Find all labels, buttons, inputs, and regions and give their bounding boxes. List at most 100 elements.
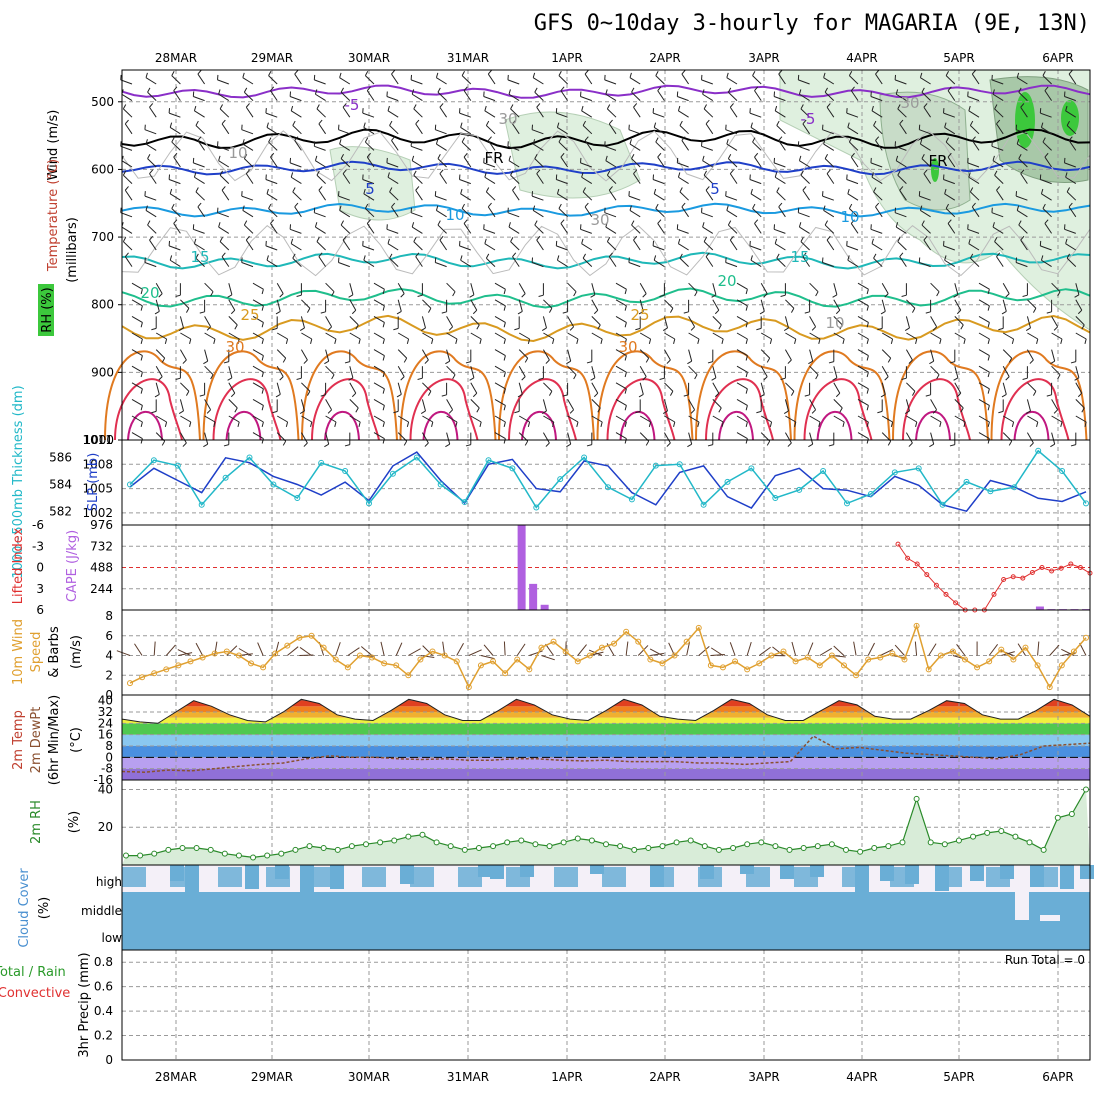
- wind-barb: [773, 162, 786, 168]
- wind-barb: [219, 170, 223, 176]
- wind-barb: [179, 316, 184, 329]
- wind-barb: [604, 79, 617, 85]
- wind-barb: [887, 440, 892, 446]
- contour-label: 30: [590, 211, 609, 229]
- rh2m-point: [250, 854, 257, 861]
- wind-barb: [591, 332, 603, 340]
- wind-barb: [228, 382, 236, 394]
- cloud-high-bar: [410, 867, 434, 887]
- wind-barb: [173, 219, 178, 224]
- wind-barb: [1041, 127, 1052, 135]
- wind10-speed-line-point: [526, 666, 533, 673]
- wind-barb: [261, 355, 264, 361]
- cape-axis-label: CAPE (J/kg): [65, 530, 80, 602]
- wind-barb: [826, 106, 835, 118]
- wind-barb: [624, 438, 627, 444]
- wind-barb: [729, 173, 738, 184]
- rh2m-point: [447, 843, 454, 850]
- thickness-line-point: [939, 501, 946, 508]
- wind-barb: [149, 106, 157, 118]
- wind-barb: [366, 219, 371, 224]
- wind-barb: [871, 176, 883, 185]
- wind-barb: [145, 77, 157, 85]
- wind-barb: [290, 110, 302, 118]
- wind-barb: [631, 220, 635, 226]
- wind-barb: [987, 289, 990, 295]
- wind-barb: [802, 252, 807, 257]
- wind-barb: [518, 282, 526, 294]
- wind-barb: [987, 322, 990, 328]
- wind-barb: [314, 145, 326, 151]
- wind-barb: [512, 123, 520, 135]
- wind-barb: [252, 398, 264, 406]
- wind-barb: [947, 90, 956, 101]
- wind-barb: [182, 359, 187, 364]
- wind-barb: [318, 256, 327, 267]
- temperature-band: [122, 734, 1090, 746]
- wind-barb: [615, 382, 627, 390]
- wind-barb: [785, 332, 797, 340]
- pressure-tick-label: 800: [91, 298, 114, 312]
- wind-barb: [245, 106, 254, 118]
- rh2m-point: [306, 843, 313, 850]
- wind-barb: [415, 189, 423, 201]
- wind-barb: [484, 176, 496, 185]
- wind-barb: [179, 432, 187, 444]
- wind-barb: [197, 140, 206, 151]
- wind-barb: [410, 212, 423, 218]
- wind10-panel: [121, 609, 1091, 696]
- wind-barb: [437, 158, 447, 168]
- wind-barb: [1066, 125, 1077, 135]
- wind-barb: [607, 241, 617, 251]
- wind10-barb: [545, 643, 554, 656]
- wind-barb: [991, 145, 1004, 151]
- wind-barb: [228, 366, 233, 378]
- wind-barb: [300, 349, 308, 361]
- wind-barb: [970, 257, 980, 267]
- wind-barb: [411, 222, 415, 228]
- wind-barb: [901, 377, 907, 381]
- wind-barb: [736, 315, 748, 323]
- wind-barb: [954, 283, 959, 295]
- wind10-barb: [195, 642, 204, 656]
- wind-barb: [567, 282, 577, 293]
- wind-barb: [349, 316, 359, 326]
- wind-barb: [532, 143, 544, 151]
- wind-barb: [268, 208, 278, 218]
- temp-tick-label: 0: [105, 750, 113, 764]
- wind-barb: [919, 139, 923, 145]
- wind-barb: [301, 332, 313, 340]
- wind-barb: [703, 104, 707, 110]
- cloud-gap: [1040, 915, 1060, 921]
- wind-barb: [387, 176, 399, 185]
- wind10-speed-line-point: [308, 632, 315, 639]
- wind-barb: [677, 105, 681, 111]
- wind-barb: [1065, 238, 1068, 244]
- cloud-high-bar: [746, 867, 770, 887]
- wind-barb: [804, 311, 810, 314]
- wind-barb: [245, 103, 250, 108]
- wind-barb: [391, 69, 396, 75]
- wind-barb: [261, 421, 264, 427]
- wind-barb: [180, 332, 192, 340]
- wind-barb: [581, 110, 593, 118]
- rh2m-point: [673, 839, 680, 846]
- wind-barb: [531, 262, 544, 268]
- lifted-index-point: [1039, 565, 1045, 570]
- wind-barb: [655, 208, 665, 218]
- wind-barb: [541, 327, 547, 331]
- wind-barb: [435, 195, 447, 201]
- wind-barb: [930, 415, 942, 423]
- wind-barb: [866, 388, 869, 394]
- wind-barb: [866, 372, 869, 378]
- wind-barb: [168, 245, 181, 251]
- pressure-tick-label: 1000: [83, 433, 114, 447]
- date-label-bottom: 29MAR: [251, 1070, 293, 1084]
- wind-barb: [1015, 262, 1028, 268]
- wind-barb: [355, 324, 359, 330]
- wind10-speed-line-point: [611, 640, 618, 647]
- temperature-band: [122, 768, 1090, 780]
- wind-barb: [846, 179, 859, 185]
- wind-barb: [300, 316, 305, 329]
- contour-label: 5: [710, 180, 720, 198]
